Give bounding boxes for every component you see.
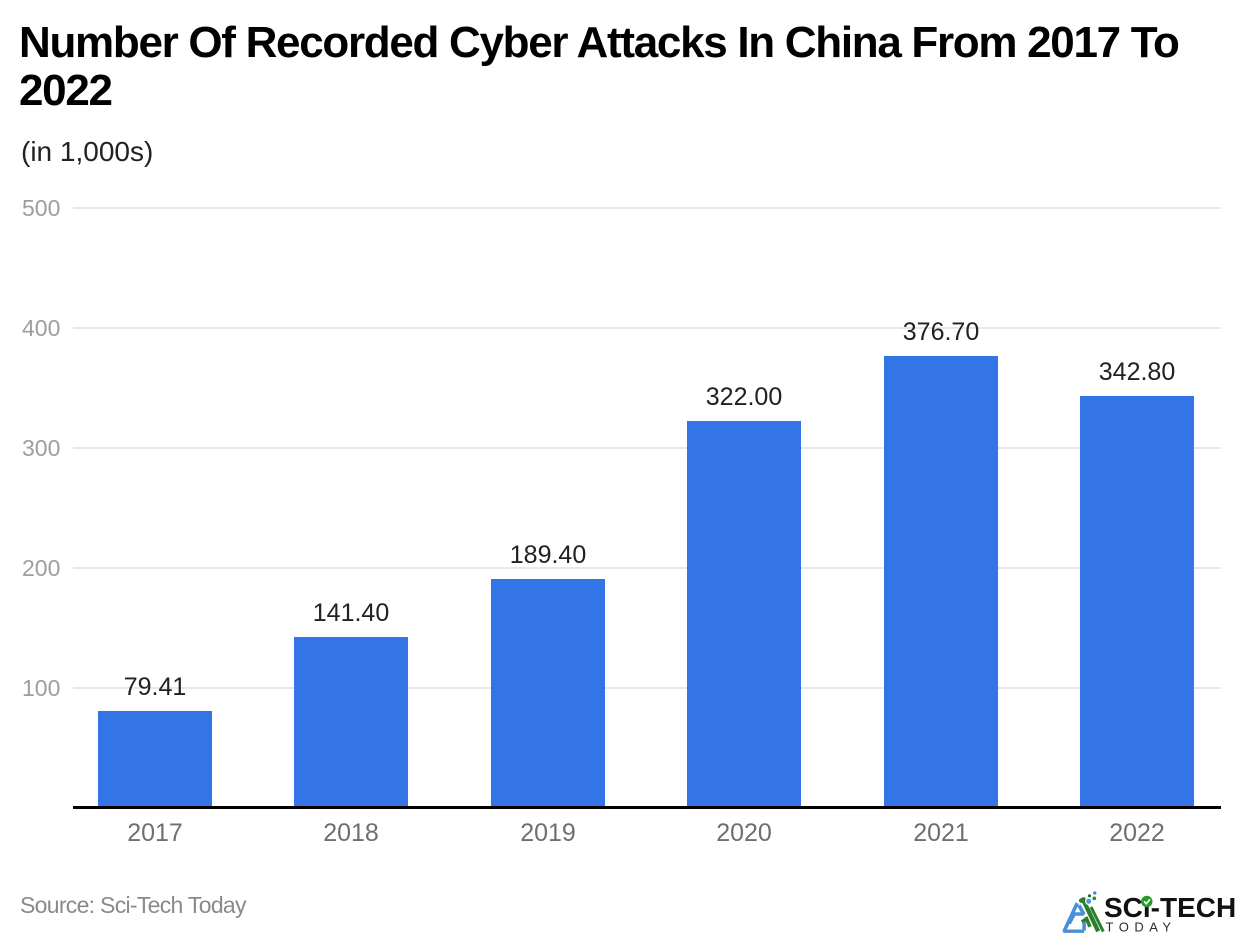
svg-text:SCi-TECH: SCi-TECH: [1104, 892, 1236, 923]
svg-text:TODAY: TODAY: [1106, 920, 1177, 935]
